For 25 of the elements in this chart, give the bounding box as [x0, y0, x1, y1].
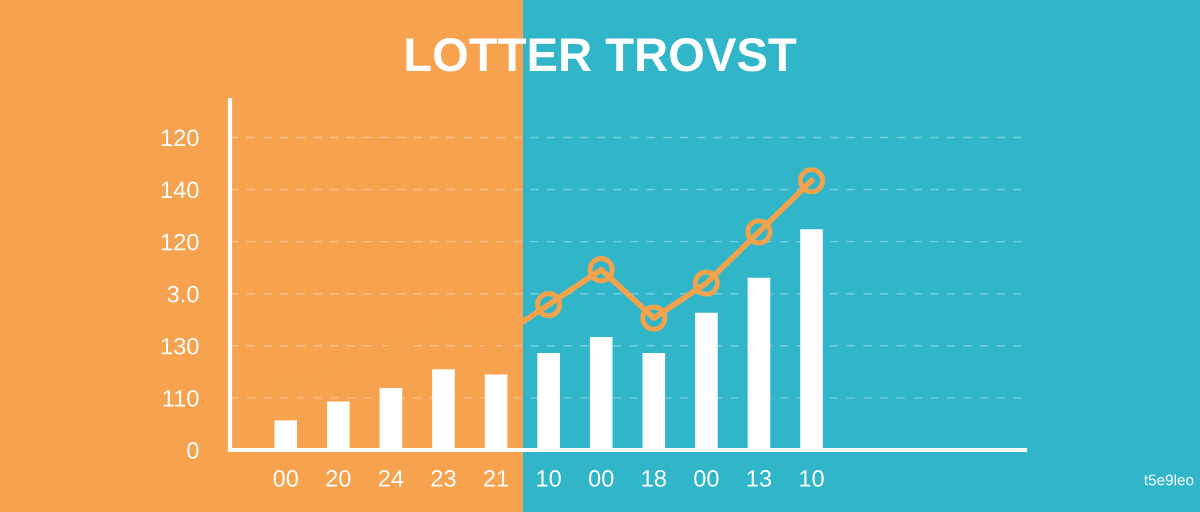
- point: [587, 256, 615, 284]
- x-tick-label: 18: [642, 470, 666, 487]
- text: 110: [163, 389, 199, 407]
- x-tick-label: 20: [326, 470, 351, 487]
- x-tick-label: 10: [537, 470, 561, 487]
- text: 140: [161, 181, 199, 199]
- x-tick-label: 23: [431, 470, 456, 487]
- text: 120: [161, 129, 199, 147]
- point: [535, 291, 563, 319]
- x-tick-label: 10: [800, 470, 824, 487]
- x-tick-label: 00: [273, 470, 298, 487]
- x-tick-label: 00: [694, 470, 719, 487]
- point: [745, 218, 773, 246]
- x-tick-label: 21: [484, 470, 509, 487]
- x-tick-label: 00: [589, 470, 614, 487]
- text: 3.0: [167, 285, 199, 303]
- point: [640, 304, 668, 332]
- point: [797, 167, 826, 195]
- point: [692, 269, 720, 297]
- text: 130: [161, 337, 199, 355]
- text: 120: [161, 233, 199, 251]
- text: 0: [187, 442, 199, 459]
- x-tick-label: 13: [747, 470, 772, 487]
- text: t5e9leo: [1144, 474, 1194, 486]
- x-tick-label: 24: [378, 470, 404, 487]
